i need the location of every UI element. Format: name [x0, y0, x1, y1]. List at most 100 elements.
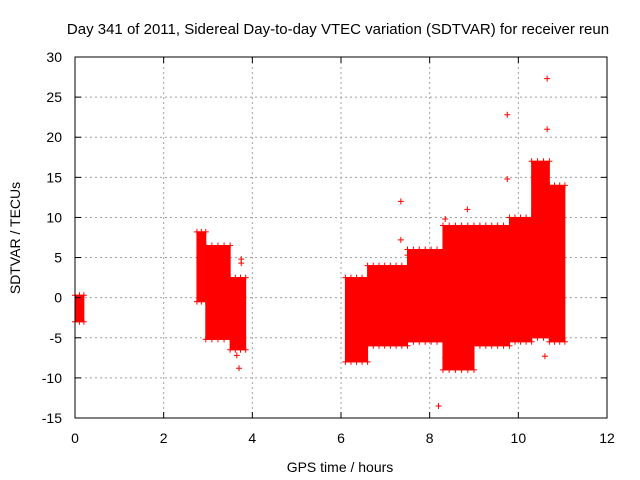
y-axis-label: SDTVAR / TECUs — [7, 182, 23, 294]
data-point — [452, 366, 459, 373]
data-point — [202, 336, 209, 343]
data-point — [237, 346, 244, 353]
data-point — [506, 214, 513, 221]
data-band — [473, 224, 510, 347]
tick-labels: 0 2 4 6 8 10 12 -15 -10 -5 0 5 10 15 20 25 30 — [42, 49, 615, 446]
data-point — [471, 222, 477, 229]
y-tick-label: 20 — [46, 129, 62, 145]
data-point — [528, 158, 535, 165]
data-point — [416, 338, 423, 345]
data-point — [434, 338, 441, 345]
data-point — [523, 338, 530, 345]
data-point — [387, 262, 394, 269]
y-tick-label: 15 — [46, 169, 62, 185]
data-point — [398, 342, 405, 349]
y-tick-label: 25 — [46, 89, 62, 105]
data-point — [80, 292, 87, 299]
data-point — [376, 342, 382, 349]
data-point — [359, 358, 366, 365]
data-point — [517, 214, 524, 221]
data-point — [381, 342, 388, 349]
data-point — [202, 228, 209, 235]
x-tick-label: 10 — [511, 430, 527, 446]
data-point — [404, 246, 411, 253]
data-point — [500, 222, 507, 229]
data-point — [370, 262, 377, 269]
data-band — [205, 245, 231, 340]
data-point — [546, 158, 553, 165]
data-point — [534, 334, 541, 341]
outlier-point — [442, 216, 449, 223]
outlier-point — [504, 111, 511, 118]
data-point — [471, 366, 477, 373]
data-band — [367, 265, 409, 347]
data-band — [508, 216, 533, 343]
data-point — [446, 222, 453, 229]
data-point — [214, 242, 221, 249]
data-point — [393, 342, 400, 349]
data-point — [416, 246, 423, 253]
data-point — [464, 366, 471, 373]
data-point — [506, 338, 513, 345]
outlier-point — [442, 354, 449, 361]
data-point — [342, 358, 349, 365]
outlier-point — [397, 236, 404, 243]
y-tick-label: -10 — [42, 370, 62, 386]
data-point — [446, 366, 453, 373]
data-point — [428, 338, 435, 345]
data-point — [221, 336, 228, 343]
y-tick-label: -15 — [42, 410, 62, 426]
x-tick-label: 12 — [599, 430, 615, 446]
data-point — [364, 342, 371, 349]
data-point — [556, 338, 563, 345]
data-point — [410, 246, 417, 253]
data-point — [476, 222, 483, 229]
data-point — [227, 346, 234, 353]
data-band — [344, 277, 369, 363]
data-point — [476, 342, 483, 349]
data-point — [242, 274, 249, 281]
data-point — [512, 338, 519, 345]
outlier-point — [236, 365, 243, 372]
data-point — [494, 342, 501, 349]
data-series — [72, 75, 568, 409]
data-point — [364, 262, 371, 269]
data-point — [540, 158, 547, 165]
data-point — [393, 262, 400, 269]
y-tick-label: 0 — [54, 290, 62, 306]
data-point — [494, 222, 501, 229]
data-point — [387, 342, 394, 349]
data-band — [229, 277, 247, 351]
outlier-point — [233, 352, 240, 359]
outlier-point — [397, 198, 404, 205]
outlier-point — [541, 353, 548, 360]
data-point — [353, 274, 360, 281]
data-point — [237, 274, 244, 281]
data-point — [370, 342, 377, 349]
data-point — [500, 342, 507, 349]
data-point — [208, 242, 215, 249]
data-point — [342, 274, 349, 281]
data-point — [376, 262, 382, 269]
outlier-point — [544, 75, 551, 82]
data-point — [517, 338, 524, 345]
data-point — [353, 358, 360, 365]
data-point — [232, 274, 239, 281]
data-point — [523, 214, 530, 221]
data-band — [442, 224, 475, 371]
data-point — [439, 366, 446, 373]
outlier-point — [544, 126, 551, 133]
data-band — [74, 294, 85, 323]
data-point — [214, 336, 221, 343]
x-tick-label: 4 — [248, 430, 256, 446]
data-point — [347, 358, 354, 365]
data-point — [439, 222, 446, 229]
data-point — [428, 246, 435, 253]
data-point — [359, 274, 366, 281]
data-point — [556, 182, 563, 189]
data-point — [488, 342, 495, 349]
data-point — [488, 222, 495, 229]
outlier-point — [435, 402, 442, 409]
data-point — [482, 342, 489, 349]
